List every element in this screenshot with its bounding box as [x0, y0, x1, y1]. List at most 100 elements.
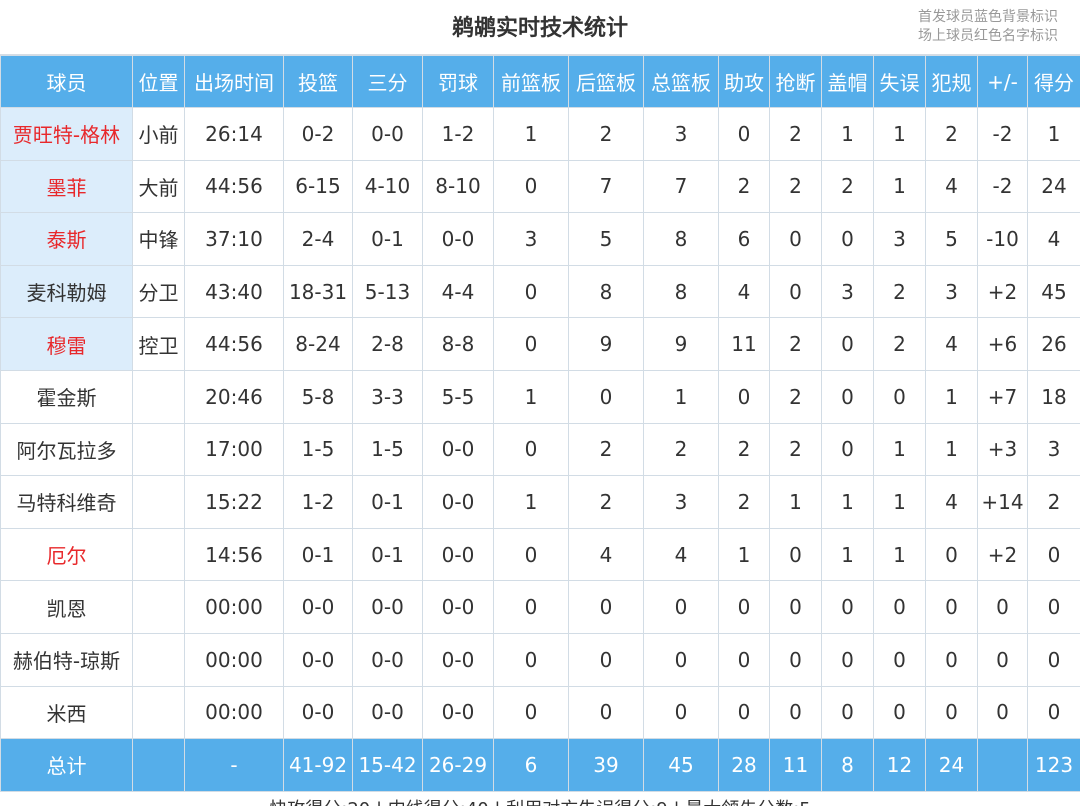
stat-cell: 4-10 — [352, 159, 423, 214]
position — [132, 632, 185, 687]
stat-cell: +6 — [977, 317, 1028, 371]
stat-cell: 0 — [643, 580, 719, 634]
stat-cell: 0 — [925, 580, 978, 634]
stat-cell: 0 — [493, 580, 569, 634]
stat-cell: 1 — [493, 369, 569, 424]
player-name: 穆雷 — [0, 317, 133, 371]
stat-cell: 14:56 — [184, 527, 284, 582]
stat-cell: 3 — [925, 264, 978, 319]
stat-cell: 2 — [873, 264, 926, 319]
stat-cell: 4 — [568, 527, 644, 582]
stat-cell: 17:00 — [184, 422, 284, 477]
legend-notes: 首发球员蓝色背景标识 场上球员红色名字标识 — [918, 8, 1058, 46]
player-name: 米西 — [0, 685, 133, 740]
stat-cell: 0 — [718, 632, 770, 687]
player-name: 阿尔瓦拉多 — [0, 422, 133, 477]
stat-cell: 2 — [769, 159, 822, 214]
column-header: 得分 — [1027, 55, 1080, 108]
stat-cell: 4 — [643, 527, 719, 582]
stat-cell: 0 — [873, 369, 926, 424]
player-row: 厄尔 14:56 0-1 0-1 0-0 0 4 4 1 0 1 1 0 +2 0 — [0, 527, 1080, 582]
stat-cell: 0-0 — [422, 422, 494, 477]
player-row: 墨菲 大前 44:56 6-15 4-10 8-10 0 7 7 2 2 2 1 4 -2 24 — [0, 159, 1080, 214]
position — [132, 738, 185, 792]
stat-cell: 0 — [769, 264, 822, 319]
stat-cell: 0-1 — [352, 527, 423, 582]
stat-cell: 4 — [925, 317, 978, 371]
stat-cell: - — [184, 738, 284, 792]
stat-cell: 4 — [925, 159, 978, 214]
stat-cell: 0 — [1027, 580, 1080, 634]
stat-cell: 8-24 — [283, 317, 353, 371]
player-row: 赫伯特-琼斯 00:00 0-0 0-0 0-0 0 0 0 0 0 0 0 0 0 0 — [0, 632, 1080, 687]
stat-cell: -2 — [977, 107, 1028, 161]
player-row: 马特科维奇 15:22 1-2 0-1 0-0 1 2 3 2 1 1 1 4 +14 2 — [0, 475, 1080, 529]
stat-cell: 1 — [1027, 107, 1080, 161]
column-header: 总篮板 — [643, 55, 719, 108]
stat-cell: 0 — [769, 527, 822, 582]
stat-cell: 0 — [977, 685, 1028, 740]
column-header: 出场时间 — [184, 55, 284, 108]
stat-cell: 11 — [718, 317, 770, 371]
player-row: 麦科勒姆 分卫 43:40 18-31 5-13 4-4 0 8 8 4 0 3 2 3 +2 45 — [0, 264, 1080, 319]
stat-cell: 37:10 — [184, 212, 284, 266]
stat-cell: 5-5 — [422, 369, 494, 424]
stat-cell: 0-0 — [422, 527, 494, 582]
stat-cell: 2 — [568, 422, 644, 477]
stat-cell: 0 — [1027, 527, 1080, 582]
stat-cell: 1 — [821, 475, 874, 529]
stat-cell: 3-3 — [352, 369, 423, 424]
stat-cell: 3 — [821, 264, 874, 319]
stat-cell: 0-0 — [352, 580, 423, 634]
stat-cell: 1 — [873, 159, 926, 214]
column-header: 盖帽 — [821, 55, 874, 108]
player-name: 凯恩 — [0, 580, 133, 634]
player-name: 总计 — [0, 738, 133, 792]
stat-cell: 15:22 — [184, 475, 284, 529]
stat-cell: 45 — [1027, 264, 1080, 319]
stat-cell: 0 — [493, 527, 569, 582]
player-row: 霍金斯 20:46 5-8 3-3 5-5 1 0 1 0 2 0 0 1 +7 18 — [0, 369, 1080, 424]
stat-cell: 0-0 — [283, 580, 353, 634]
stat-cell: 0 — [493, 317, 569, 371]
stat-cell — [977, 738, 1028, 792]
stat-cell: 0 — [493, 264, 569, 319]
column-header: 失误 — [873, 55, 926, 108]
stat-cell: 4 — [718, 264, 770, 319]
stat-cell: 0-0 — [352, 632, 423, 687]
stat-cell: +7 — [977, 369, 1028, 424]
stat-cell: 44:56 — [184, 159, 284, 214]
stat-cell: 6 — [493, 738, 569, 792]
stat-cell: 0 — [821, 580, 874, 634]
stat-cell: 123 — [1027, 738, 1080, 792]
stat-cell: 0 — [821, 212, 874, 266]
stat-cell: 1-2 — [283, 475, 353, 529]
stat-cell: 2 — [718, 159, 770, 214]
position: 控卫 — [132, 317, 185, 371]
stat-cell: 00:00 — [184, 685, 284, 740]
stat-cell: 5-13 — [352, 264, 423, 319]
stat-cell: 0 — [718, 685, 770, 740]
stat-cell: 0 — [493, 422, 569, 477]
stat-cell: 18-31 — [283, 264, 353, 319]
note: 首发球员蓝色背景标识 — [918, 9, 1058, 25]
stat-cell: 0 — [873, 632, 926, 687]
position: 中锋 — [132, 212, 185, 266]
stat-cell: -10 — [977, 212, 1028, 266]
player-name: 霍金斯 — [0, 369, 133, 424]
position — [132, 369, 185, 424]
stat-cell: 0 — [568, 580, 644, 634]
stat-cell: 7 — [568, 159, 644, 214]
column-header: 球员 — [0, 55, 133, 108]
stat-cell: 2 — [718, 475, 770, 529]
stat-cell: 0-0 — [422, 685, 494, 740]
stat-cell: 0 — [568, 369, 644, 424]
stat-cell: 20:46 — [184, 369, 284, 424]
stat-cell: 1-2 — [422, 107, 494, 161]
footer: 快攻得分:20 | 内线得分:40 | 利用对方失误得分:9 | 最大领先分数:… — [0, 795, 1080, 806]
stat-cell: 26-29 — [422, 738, 494, 792]
column-header: 犯规 — [925, 55, 978, 108]
stat-cell: 4-4 — [422, 264, 494, 319]
stat-cell: 6-15 — [283, 159, 353, 214]
